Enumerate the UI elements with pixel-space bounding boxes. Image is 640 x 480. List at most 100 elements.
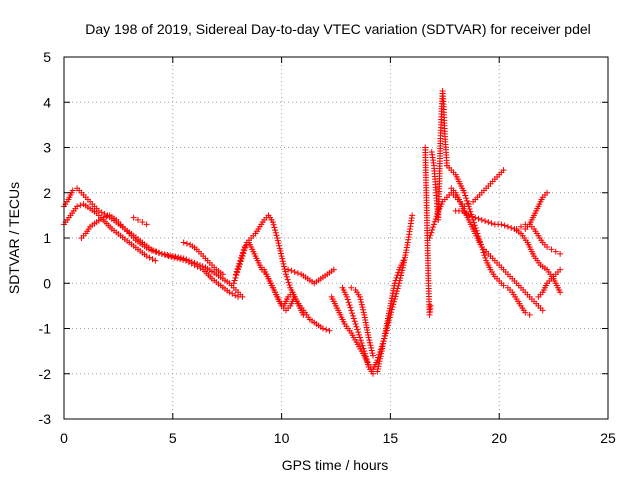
data-point (359, 342, 366, 349)
data-point (348, 307, 355, 314)
data-point (344, 296, 351, 303)
data-point (504, 223, 511, 230)
data-point (281, 263, 288, 270)
y-tick-label: 5 (43, 49, 51, 65)
data-point (348, 284, 355, 291)
data-point (360, 345, 367, 352)
data-point (355, 329, 362, 336)
data-point (183, 240, 190, 247)
data-point (360, 309, 367, 316)
data-point (168, 253, 175, 260)
data-point (557, 266, 564, 273)
data-point (145, 246, 152, 253)
data-point (557, 250, 564, 257)
data-point (500, 282, 507, 289)
data-point (557, 289, 564, 296)
data-point (393, 290, 400, 297)
data-point (427, 232, 434, 239)
data-point (472, 225, 479, 232)
data-point (278, 253, 285, 260)
data-point (272, 227, 279, 234)
data-point (294, 270, 301, 277)
data-point (230, 280, 237, 287)
data-point (482, 218, 489, 225)
data-point (171, 254, 178, 261)
data-point (552, 248, 559, 255)
data-point (155, 249, 162, 256)
data-point (513, 225, 520, 232)
data-point (539, 307, 546, 314)
data-point (367, 342, 374, 349)
data-point (544, 189, 551, 196)
data-point (431, 218, 438, 225)
x-tick-label: 5 (169, 430, 177, 446)
y-tick-label: -3 (39, 411, 52, 427)
data-point (284, 276, 291, 283)
data-point (232, 292, 239, 299)
data-point (219, 271, 226, 278)
satellite-track-17 (448, 185, 546, 314)
data-point (430, 224, 437, 231)
data-point (323, 326, 330, 333)
data-point (362, 353, 369, 360)
data-point (548, 246, 555, 253)
data-point (281, 266, 288, 273)
satellite-track-18 (452, 207, 564, 296)
data-point (429, 226, 436, 233)
data-point (409, 212, 416, 219)
data-point (461, 189, 468, 196)
data-point (274, 235, 281, 241)
satellite-track-14 (428, 87, 450, 223)
data-point (269, 219, 276, 226)
data-point (282, 271, 289, 278)
satellite-track-20 (522, 189, 551, 232)
data-point (434, 210, 441, 217)
satellite-track-21 (535, 266, 564, 300)
data-point (377, 353, 384, 360)
data-point (152, 257, 159, 264)
data-point (361, 348, 368, 355)
satellite-track-12 (348, 284, 376, 359)
data-point (364, 358, 371, 365)
data-point (134, 216, 141, 223)
data-point (277, 250, 284, 257)
satellite-track-13 (422, 144, 434, 318)
data-point (165, 253, 172, 260)
data-point (376, 358, 383, 365)
satellite-track-11 (339, 257, 407, 377)
data-point (391, 298, 398, 305)
data-point (276, 242, 283, 249)
data-point (478, 216, 485, 223)
data-point (234, 265, 241, 272)
data-point (69, 187, 76, 194)
data-point (498, 221, 505, 228)
data-point (368, 344, 375, 351)
data-point (346, 301, 353, 308)
data-point (463, 195, 470, 202)
grid-lines (64, 57, 608, 419)
data-point (162, 251, 169, 258)
data-point (272, 229, 279, 236)
data-point (375, 360, 382, 367)
data-point (466, 206, 473, 213)
data-point (288, 267, 295, 274)
data-point (428, 229, 435, 236)
data-point (238, 254, 245, 261)
x-axis-label: GPS time / hours (282, 457, 389, 473)
data-point (161, 251, 168, 258)
data-point (237, 257, 244, 264)
data-point (238, 252, 245, 259)
data-point (522, 309, 529, 316)
data-point (158, 250, 165, 257)
y-tick-label: 4 (43, 94, 51, 110)
axis-ticks: 0 5 10 15 20 25 -3 -2 -1 0 1 2 3 4 5 (39, 49, 616, 446)
data-point (374, 368, 381, 375)
data-point (394, 272, 401, 279)
data-point (358, 339, 365, 346)
data-point (395, 269, 402, 276)
satellite-track-1 (61, 185, 246, 300)
x-tick-label: 0 (60, 430, 68, 446)
data-point (358, 301, 365, 308)
data-point (283, 273, 290, 280)
data-point (286, 282, 293, 289)
